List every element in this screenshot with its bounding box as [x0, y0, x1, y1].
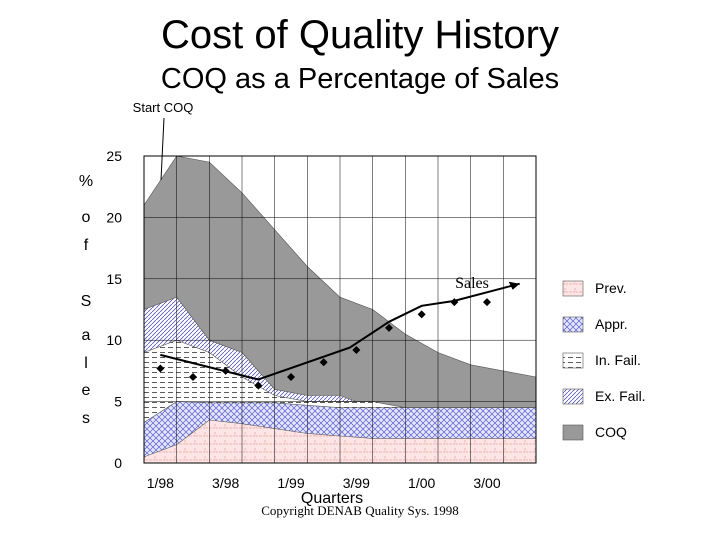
legend-swatch-coq	[562, 424, 584, 441]
plot-border	[143, 155, 537, 464]
legend-swatch-appr	[562, 316, 584, 333]
y-tick-label: 0	[114, 455, 122, 471]
sales-point	[319, 358, 328, 367]
sales-arrowhead	[508, 281, 520, 290]
x-tick-label: 1/99	[277, 475, 304, 491]
legend-swatch-infail	[562, 352, 584, 369]
y-axis-label-char: f	[84, 237, 89, 254]
sales-point	[385, 323, 393, 332]
sales-point	[450, 298, 459, 307]
y-tick-label: 25	[106, 148, 122, 164]
y-axis-label: % of Sales	[79, 173, 93, 427]
sales-point	[287, 373, 295, 382]
y-axis-label-char: a	[82, 327, 91, 344]
annotations: Start COQ Sales	[133, 100, 489, 292]
legend-label-exfail: Ex. Fail.	[595, 388, 646, 404]
y-axis-label-char: e	[82, 382, 91, 399]
sales-point	[352, 346, 361, 355]
legend-label-appr: Appr.	[595, 316, 628, 332]
x-tick-labels: 1/98 3/98 1/99 3/99 1/00 3/00	[147, 475, 501, 491]
x-axis-label: Quarters	[301, 490, 363, 507]
sales-series	[156, 281, 520, 390]
annotation-sales: Sales	[455, 275, 489, 292]
y-axis-label-char: %	[79, 173, 93, 190]
plot-frame	[143, 155, 537, 464]
chart-subtitle: COQ as a Percentage of Sales	[161, 63, 559, 95]
y-tick-label: 15	[106, 271, 122, 287]
legend-swatch-prev	[562, 280, 584, 297]
x-tick-label: 3/00	[473, 475, 500, 491]
chart-title: Cost of Quality History	[161, 13, 559, 57]
y-axis-label-char: S	[81, 293, 92, 310]
copyright-text: Copyright DENAB Quality Sys. 1998	[261, 503, 459, 518]
sales-point	[221, 366, 230, 375]
x-tick-label: 3/98	[212, 475, 239, 491]
y-tick-label: 5	[114, 394, 122, 410]
sales-point	[156, 364, 165, 373]
y-axis-label-char: o	[82, 209, 91, 226]
sales-point	[189, 373, 197, 382]
x-tick-label: 3/99	[343, 475, 370, 491]
annotation-start-coq: Start COQ	[133, 100, 194, 115]
legend-swatch-exfail	[562, 388, 584, 405]
sales-point	[417, 310, 426, 319]
legend: Prev. Appr. In. Fail. Ex. Fail. COQ	[562, 280, 646, 441]
annotation-start-coq-arrow	[160, 117, 165, 181]
sales-point	[483, 298, 491, 307]
y-tick-label: 10	[106, 332, 122, 348]
y-axis-label-char: l	[84, 355, 88, 372]
legend-label-infail: In. Fail.	[595, 352, 641, 368]
y-axis-label-char: s	[82, 410, 90, 427]
x-tick-label: 1/00	[408, 475, 435, 491]
sales-point	[254, 381, 263, 390]
legend-label-prev: Prev.	[595, 280, 627, 296]
y-tick-label: 20	[106, 209, 122, 225]
x-tick-label: 1/98	[147, 475, 174, 491]
y-tick-labels: 0 5 10 15 20 25	[106, 148, 122, 471]
legend-label-coq: COQ	[595, 424, 627, 440]
